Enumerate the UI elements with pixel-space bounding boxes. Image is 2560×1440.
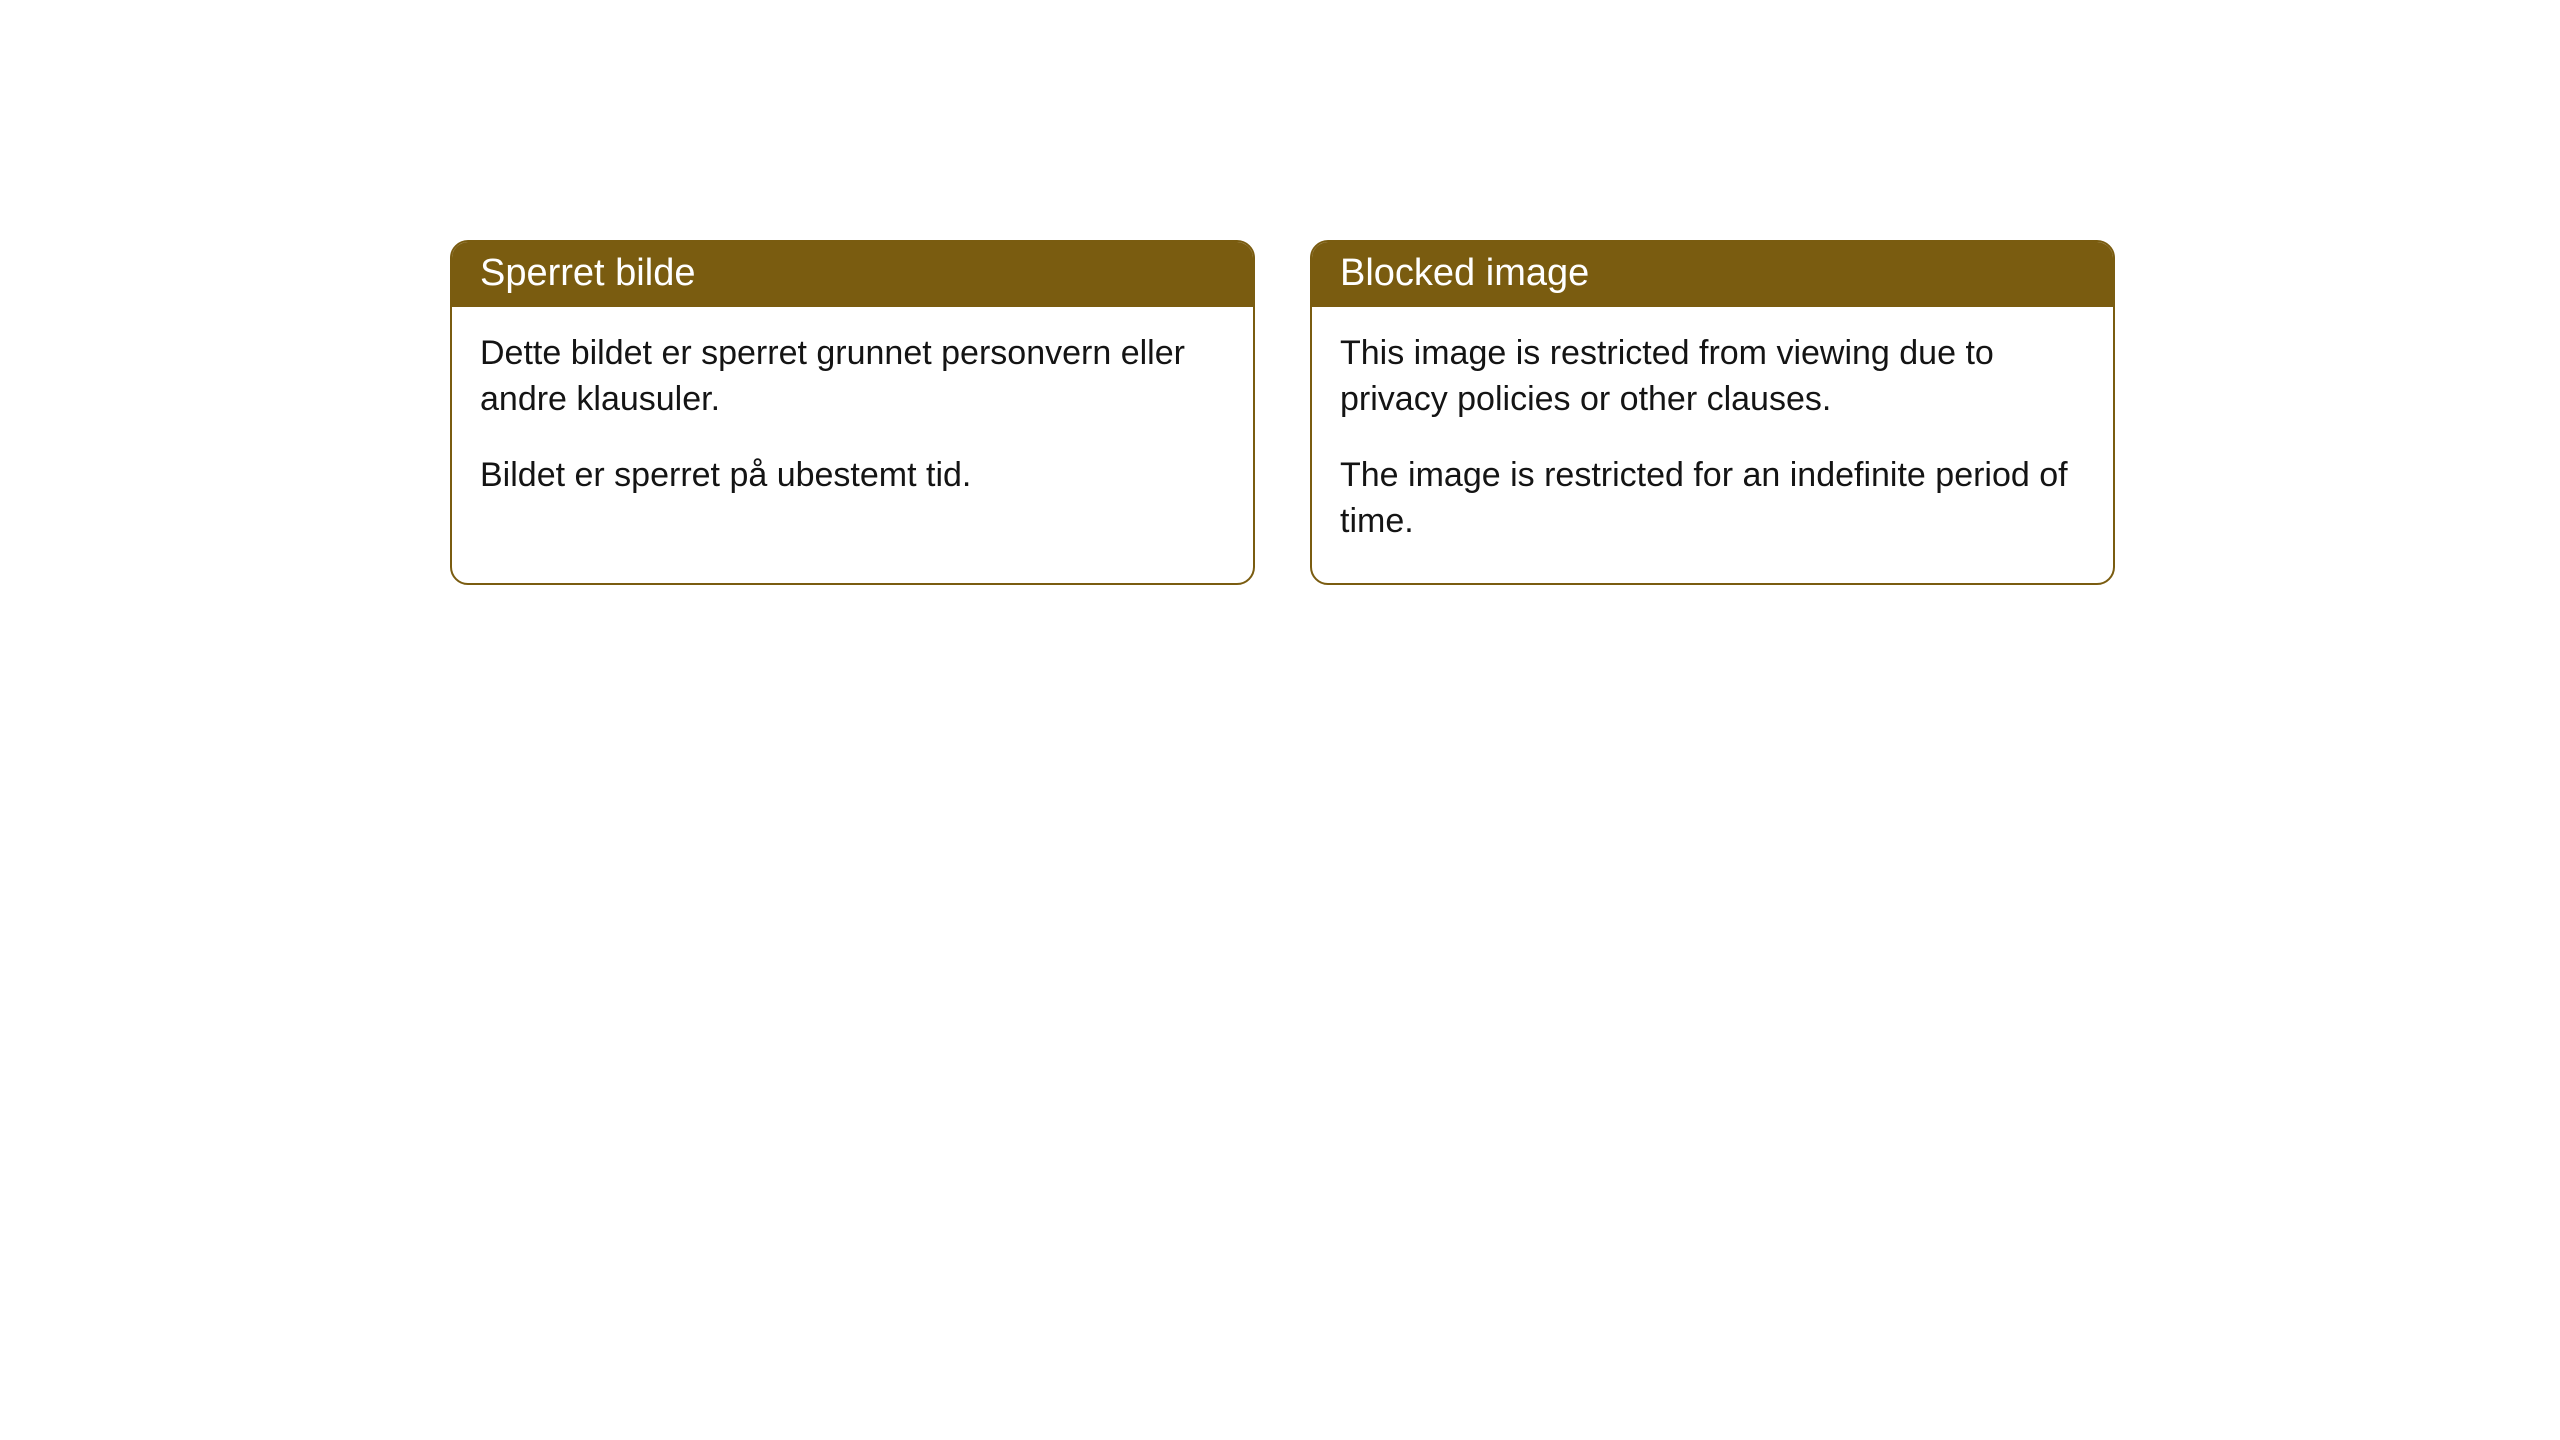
blocked-image-card-norwegian: Sperret bilde Dette bildet er sperret gr… [450, 240, 1255, 585]
card-title: Blocked image [1340, 252, 1589, 294]
card-title: Sperret bilde [480, 252, 695, 294]
card-body: This image is restricted from viewing du… [1312, 307, 2113, 583]
card-header: Blocked image [1312, 242, 2113, 307]
notice-container: Sperret bilde Dette bildet er sperret gr… [450, 240, 2115, 585]
blocked-image-card-english: Blocked image This image is restricted f… [1310, 240, 2115, 585]
card-paragraph: This image is restricted from viewing du… [1340, 331, 2085, 423]
card-header: Sperret bilde [452, 242, 1253, 307]
card-body: Dette bildet er sperret grunnet personve… [452, 307, 1253, 537]
card-paragraph: Dette bildet er sperret grunnet personve… [480, 331, 1225, 423]
card-paragraph: The image is restricted for an indefinit… [1340, 453, 2085, 545]
card-paragraph: Bildet er sperret på ubestemt tid. [480, 453, 1225, 499]
